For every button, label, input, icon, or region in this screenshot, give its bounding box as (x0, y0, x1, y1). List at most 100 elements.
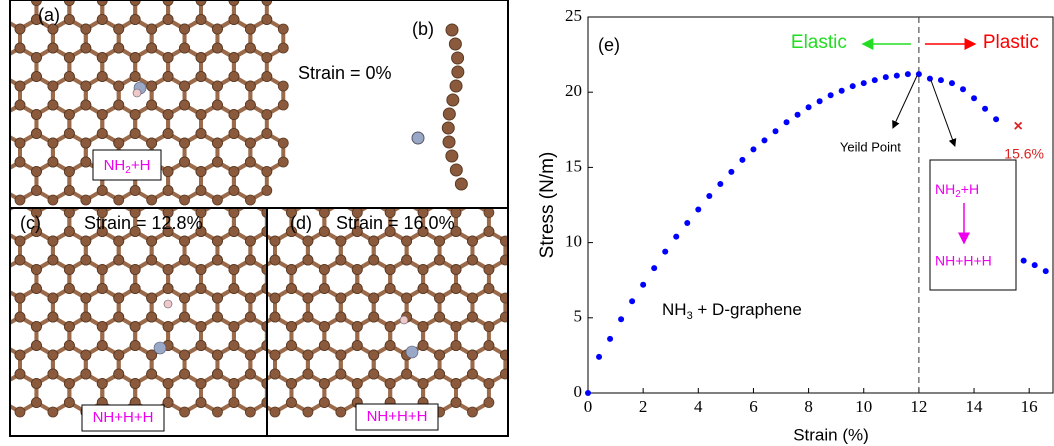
atom (146, 80, 158, 92)
data-point (1042, 268, 1049, 275)
data-point (871, 77, 878, 84)
atom (228, 340, 240, 351)
atom (499, 311, 507, 323)
atom (31, 166, 42, 177)
data-point (717, 180, 724, 187)
atom (467, 311, 478, 323)
atom (318, 397, 330, 408)
atom (14, 311, 26, 323)
atom (31, 52, 42, 63)
atom (80, 311, 92, 323)
atom (368, 235, 380, 247)
atom (80, 254, 92, 266)
atom (0, 379, 9, 389)
atom (454, 177, 468, 191)
atom (228, 226, 240, 237)
atom (451, 51, 465, 65)
atom (434, 235, 445, 247)
atom (417, 264, 429, 275)
atom (228, 128, 240, 139)
atom (499, 349, 507, 361)
data-point (860, 80, 867, 87)
y-tick-label: 10 (565, 232, 582, 251)
atom (212, 194, 223, 206)
atom (483, 378, 495, 389)
atom (47, 156, 59, 168)
atom (162, 1, 174, 6)
data-point (971, 95, 978, 102)
atom (63, 109, 75, 120)
atom (96, 209, 108, 218)
atom (195, 52, 207, 63)
atom (244, 80, 256, 92)
atom (335, 311, 347, 323)
atom (146, 194, 158, 206)
atom (31, 1, 42, 6)
atom (261, 209, 266, 218)
atom (244, 42, 256, 54)
data-point (618, 316, 625, 323)
atom (129, 128, 141, 139)
atom (129, 340, 141, 351)
data-point (827, 92, 834, 99)
atom (401, 235, 413, 247)
y-tick-label: 5 (574, 307, 583, 326)
data-point (805, 104, 812, 111)
atom (162, 226, 174, 237)
atom (96, 283, 108, 294)
atom (80, 349, 92, 361)
atom (80, 368, 92, 380)
species-label: NH+H+H (935, 253, 992, 269)
atom (244, 194, 256, 206)
atom (228, 185, 240, 196)
atom (302, 292, 314, 304)
atom (96, 71, 108, 82)
atom (277, 99, 289, 111)
atom (351, 209, 363, 218)
atom (335, 349, 347, 361)
atom (269, 254, 281, 266)
x-tick-label: 2 (639, 397, 648, 416)
atom (228, 264, 240, 275)
atom (384, 321, 396, 332)
atom (351, 340, 363, 351)
x-tick-label: 16 (1021, 397, 1038, 416)
atom (244, 23, 256, 35)
atom (483, 264, 495, 275)
atom (212, 235, 223, 247)
atom (417, 378, 429, 389)
atom (212, 23, 223, 35)
atom (162, 166, 174, 177)
species-box (355, 403, 439, 431)
atom (286, 321, 297, 332)
atom (212, 254, 223, 266)
atom (434, 368, 445, 380)
atom (269, 235, 281, 247)
atom (442, 107, 456, 121)
atom (31, 185, 42, 196)
atom (368, 254, 380, 266)
atom (450, 340, 462, 351)
atom (368, 349, 380, 361)
atom (113, 349, 125, 361)
data-point (761, 137, 768, 144)
atom (0, 322, 9, 332)
atom (261, 378, 266, 389)
atom (302, 406, 314, 418)
atom (318, 226, 330, 237)
atom (113, 235, 125, 247)
atom (179, 156, 190, 168)
atom (63, 226, 75, 237)
atom (113, 23, 125, 35)
atom (261, 283, 266, 294)
atom (451, 65, 465, 79)
lattice (268, 209, 507, 418)
adsorbate-atom (411, 131, 425, 145)
atom (162, 209, 174, 218)
panel-label: (b) (412, 19, 434, 39)
atom (0, 227, 9, 237)
data-point (772, 128, 779, 135)
atom (351, 226, 363, 237)
atom (417, 209, 429, 218)
atom (14, 406, 26, 418)
